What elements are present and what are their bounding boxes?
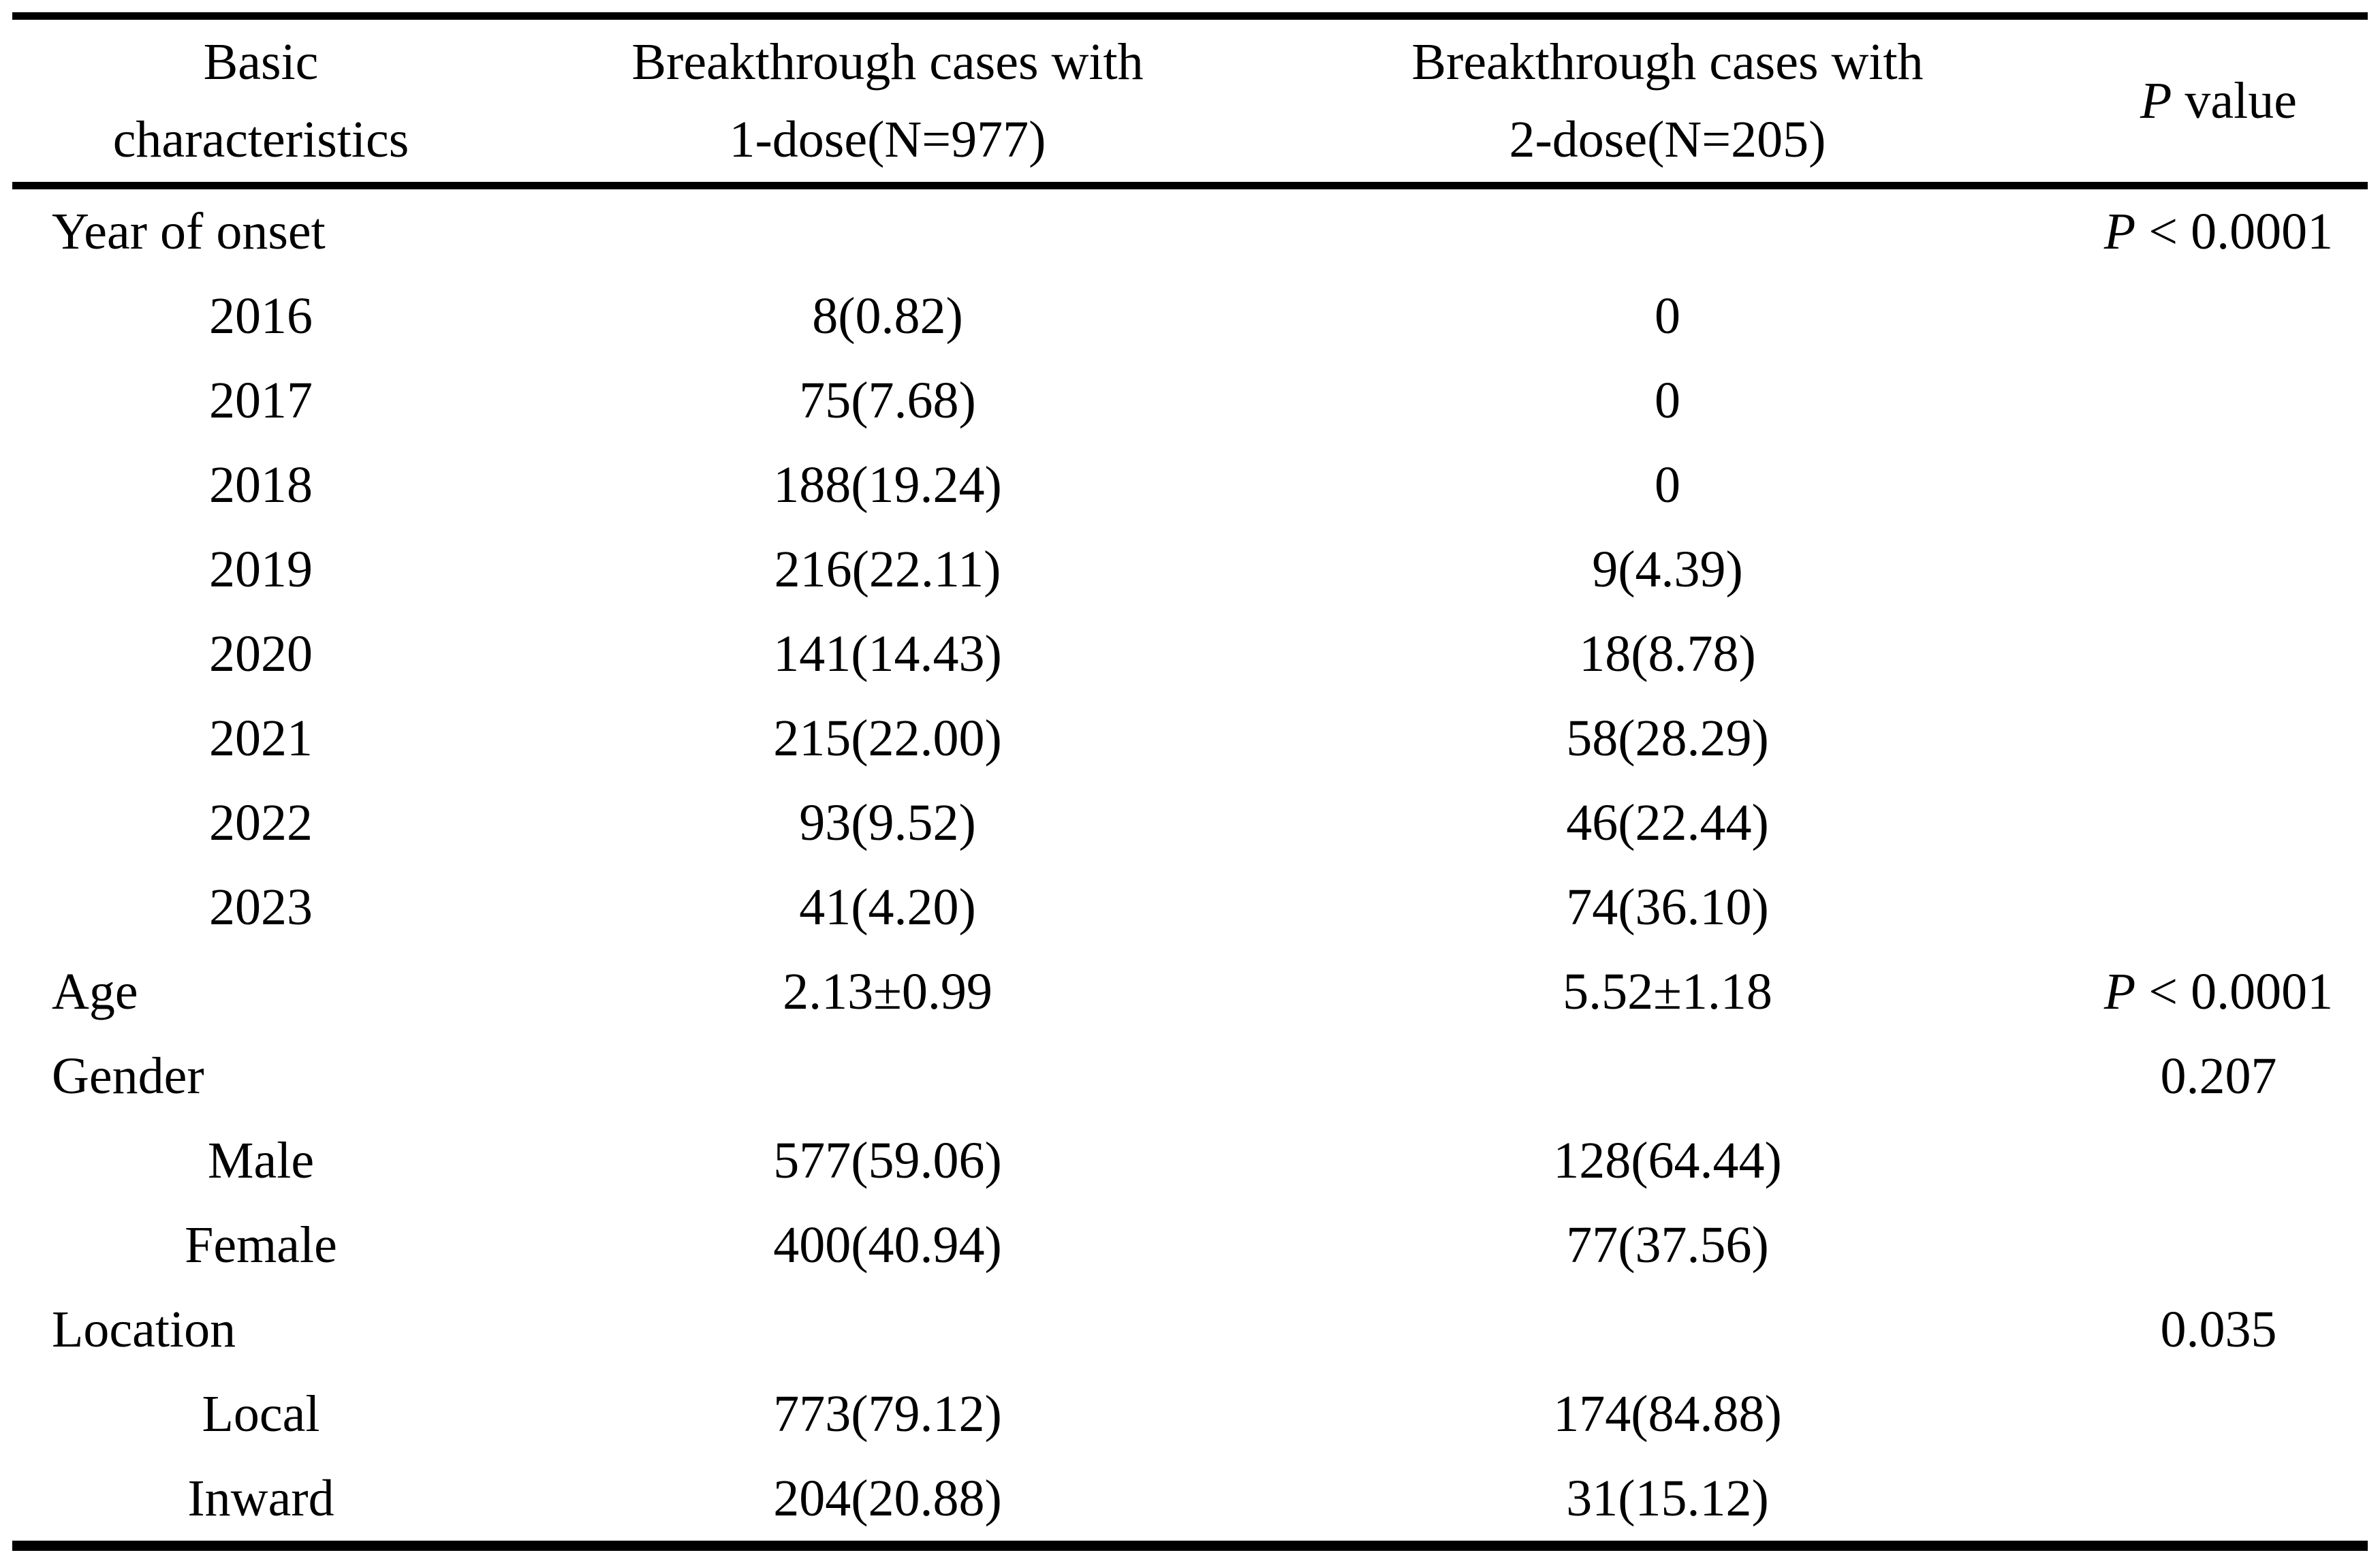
table-row: Male 577(59.06) 128(64.44) bbox=[12, 1118, 2368, 1203]
row-subitem-label: 2018 bbox=[209, 456, 313, 514]
cell-dose1-value: 8(0.82) bbox=[812, 287, 963, 345]
cell-p-value: P < 0.0001 bbox=[2103, 203, 2334, 260]
row-subitem-label: 2016 bbox=[209, 287, 313, 345]
cell-p-value bbox=[2069, 781, 2368, 865]
cell-p-value: 0.207 bbox=[2160, 1048, 2277, 1105]
cell-dose1-value: 216(22.11) bbox=[774, 541, 1001, 598]
header-p-value: P value bbox=[2069, 16, 2368, 189]
cell-p-value bbox=[2069, 1456, 2368, 1546]
cell-dose1-value: 188(19.24) bbox=[773, 456, 1002, 514]
cell-dose1-value bbox=[510, 186, 1266, 274]
row-subitem-label: 2019 bbox=[209, 541, 313, 598]
cell-dose2-value: 18(8.78) bbox=[1579, 625, 1756, 682]
italic-p: P bbox=[2103, 963, 2136, 1020]
row-subitem-label: Female bbox=[185, 1216, 337, 1274]
row-subitem-label: Male bbox=[207, 1132, 315, 1189]
cell-p-value bbox=[2069, 1372, 2368, 1456]
cell-dose2-value: 128(64.44) bbox=[1553, 1132, 1782, 1189]
row-subitem-label: 2020 bbox=[209, 625, 313, 682]
cell-p-value bbox=[2069, 443, 2368, 527]
cell-dose2-value: 74(36.10) bbox=[1566, 879, 1769, 936]
header-basic-characteristics: Basic characteristics bbox=[12, 16, 510, 189]
row-subitem-label: 2022 bbox=[209, 794, 313, 851]
cell-dose1-value: 93(9.52) bbox=[799, 794, 976, 851]
table-row: Gender 0.207 bbox=[12, 1034, 2368, 1118]
table-header: Basic characteristics Breakthrough cases… bbox=[12, 16, 2368, 189]
cell-p-value: 0.035 bbox=[2160, 1301, 2277, 1358]
cell-dose1-value bbox=[510, 1287, 1266, 1372]
italic-p: P bbox=[2140, 72, 2172, 129]
cell-p-value bbox=[2069, 1203, 2368, 1287]
cell-dose2-value: 58(28.29) bbox=[1566, 710, 1769, 767]
cell-dose1-value: 215(22.00) bbox=[773, 710, 1002, 767]
cell-dose1-value: 41(4.20) bbox=[799, 879, 976, 936]
header-breakthrough-1-dose: Breakthrough cases with 1-dose(N=977) bbox=[510, 16, 1266, 189]
header-row: Basic characteristics Breakthrough cases… bbox=[12, 16, 2368, 189]
cell-p-value bbox=[2069, 527, 2368, 612]
table-row: 2016 8(0.82) 0 bbox=[12, 274, 2368, 358]
cell-dose2-value: 46(22.44) bbox=[1566, 794, 1769, 851]
cell-dose2-value: 5.52±1.18 bbox=[1563, 963, 1772, 1020]
table-row: Local 773(79.12) 174(84.88) bbox=[12, 1372, 2368, 1456]
cell-dose1-value bbox=[510, 1034, 1266, 1118]
table-row: 2018 188(19.24) 0 bbox=[12, 443, 2368, 527]
table-row: 2021 215(22.00) 58(28.29) bbox=[12, 696, 2368, 781]
row-category-label: Age bbox=[52, 963, 138, 1020]
cell-dose1-value: 204(20.88) bbox=[773, 1470, 1002, 1527]
cell-dose2-value bbox=[1266, 1034, 2069, 1118]
table-body: Year of onset P < 0.0001 2016 8(0.82) 0 2017 7… bbox=[12, 186, 2368, 1546]
row-category-label: Year of onset bbox=[52, 203, 326, 260]
row-category-label: Location bbox=[52, 1301, 236, 1358]
cell-p-value bbox=[2069, 358, 2368, 443]
cell-dose2-value: 31(15.12) bbox=[1566, 1470, 1769, 1527]
cell-p-value bbox=[2069, 274, 2368, 358]
cell-dose1-value: 2.13±0.99 bbox=[783, 963, 992, 1020]
table-row: Year of onset P < 0.0001 bbox=[12, 186, 2368, 274]
cell-dose1-value: 141(14.43) bbox=[773, 625, 1002, 682]
italic-p: P bbox=[2103, 203, 2136, 260]
cell-p-value bbox=[2069, 696, 2368, 781]
table-row: 2017 75(7.68) 0 bbox=[12, 358, 2368, 443]
row-subitem-label: 2023 bbox=[209, 879, 313, 936]
row-subitem-label: Inward bbox=[187, 1470, 334, 1527]
cell-dose2-value bbox=[1266, 186, 2069, 274]
cell-p-value bbox=[2069, 1118, 2368, 1203]
table-row: Inward 204(20.88) 31(15.12) bbox=[12, 1456, 2368, 1546]
table-row: Age 2.13±0.99 5.52±1.18 P < 0.0001 bbox=[12, 949, 2368, 1034]
cell-dose2-value: 174(84.88) bbox=[1553, 1385, 1782, 1443]
table-row: 2022 93(9.52) 46(22.44) bbox=[12, 781, 2368, 865]
cell-dose2-value: 0 bbox=[1655, 456, 1680, 514]
table-row: 2023 41(4.20) 74(36.10) bbox=[12, 865, 2368, 949]
cell-dose2-value bbox=[1266, 1287, 2069, 1372]
header-breakthrough-2-dose: Breakthrough cases with 2-dose(N=205) bbox=[1266, 16, 2069, 189]
row-subitem-label: 2021 bbox=[209, 710, 313, 767]
table-row: Female 400(40.94) 77(37.56) bbox=[12, 1203, 2368, 1287]
cell-dose2-value: 77(37.56) bbox=[1566, 1216, 1769, 1274]
cell-dose1-value: 75(7.68) bbox=[799, 372, 976, 429]
characteristics-table: Basic characteristics Breakthrough cases… bbox=[12, 12, 2368, 1551]
cell-dose1-value: 773(79.12) bbox=[773, 1385, 1002, 1443]
row-category-label: Gender bbox=[52, 1048, 204, 1105]
cell-dose1-value: 577(59.06) bbox=[773, 1132, 1002, 1189]
cell-dose2-value: 0 bbox=[1655, 287, 1680, 345]
table-row: Location 0.035 bbox=[12, 1287, 2368, 1372]
cell-p-value bbox=[2069, 865, 2368, 949]
cell-p-value: P < 0.0001 bbox=[2103, 963, 2334, 1020]
cell-p-value bbox=[2069, 612, 2368, 696]
row-subitem-label: 2017 bbox=[209, 372, 313, 429]
cell-dose2-value: 9(4.39) bbox=[1592, 541, 1743, 598]
cell-dose2-value: 0 bbox=[1655, 372, 1680, 429]
row-subitem-label: Local bbox=[202, 1385, 320, 1443]
table-row: 2019 216(22.11) 9(4.39) bbox=[12, 527, 2368, 612]
table-row: 2020 141(14.43) 18(8.78) bbox=[12, 612, 2368, 696]
cell-dose1-value: 400(40.94) bbox=[773, 1216, 1002, 1274]
